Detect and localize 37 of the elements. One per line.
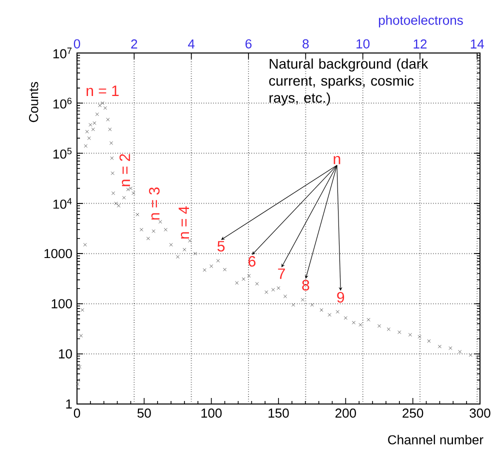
x2-tick-label: 4 (188, 40, 195, 48)
x-tick-label: 50 (137, 408, 151, 418)
y-tick-label: 100 (52, 299, 72, 308)
annotation: n (334, 156, 340, 164)
annotation: 9 (337, 292, 344, 303)
y-axis-title: Counts (29, 82, 38, 122)
annotation: 7 (278, 268, 285, 279)
annotation: 8 (302, 280, 310, 291)
y-tick-label: 10 (58, 349, 72, 358)
x-tick-label: 100 (201, 408, 222, 418)
x-tick-label: 200 (335, 408, 356, 418)
x-tick-label: 300 (470, 408, 490, 418)
x-axis-title: Channel number (388, 434, 484, 444)
x2-axis-title: photoelectrons (378, 15, 463, 28)
x2-tick-label: 2 (131, 39, 138, 48)
annotation: n = 2 (120, 154, 130, 186)
x2-tick-label: 14 (470, 40, 484, 48)
x2-tick-label: 0 (74, 39, 80, 48)
y-tick-label: 10$^{7}$ (53, 48, 72, 58)
x2-tick-label: 8 (302, 39, 309, 48)
annotation: n = 3 (148, 187, 160, 220)
y-tick-label: 1000 (44, 248, 72, 258)
x2-tick-label: 6 (246, 39, 252, 48)
x2-tick-label: 12 (414, 39, 427, 48)
annotation: Natural background (dark current, sparks, cosmic rays, etc.) (269, 58, 428, 106)
x2-tick-label: 10 (356, 39, 370, 48)
annotation: n = 1 (86, 86, 119, 96)
annotation: 6 (248, 256, 256, 267)
x-tick-label: 150 (268, 408, 289, 418)
annotation: 5 (217, 241, 225, 252)
y-tick-label: 10$^{4}$ (53, 198, 72, 209)
x-tick-label: 250 (402, 408, 424, 418)
y-tick-label: 10$^{6}$ (53, 98, 72, 109)
annotation: n = 4 (178, 206, 189, 239)
y-tick-label: 10$^{5}$ (53, 148, 72, 159)
y-tick-label: 1 (66, 400, 72, 408)
x-tick-label: 0 (74, 408, 80, 418)
